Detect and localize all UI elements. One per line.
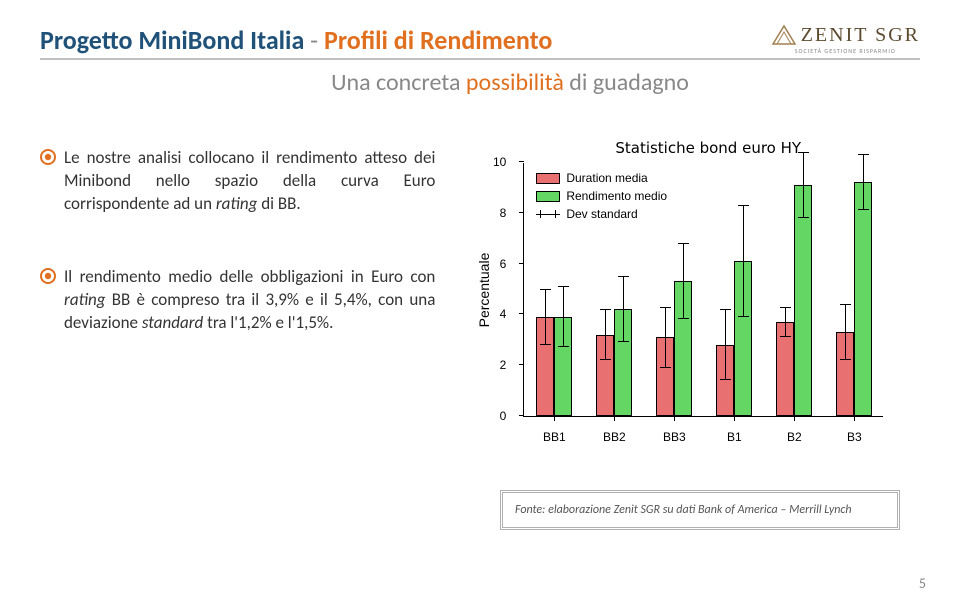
y-tick-label: 6 <box>500 257 507 271</box>
x-tick-label: BB1 <box>543 430 566 444</box>
page-number: 5 <box>919 575 926 592</box>
y-tick-mark <box>519 212 524 213</box>
legend-label: Rendimento medio <box>566 187 667 205</box>
bullet-item: Le nostre analisi collocano il rendiment… <box>40 147 435 216</box>
y-tick-mark <box>519 415 524 416</box>
y-tick-mark <box>519 313 524 314</box>
legend-swatch <box>536 173 560 184</box>
x-tick-label: B3 <box>847 430 862 444</box>
x-tick-mark <box>794 416 795 421</box>
x-tick-mark <box>614 416 615 421</box>
x-tick-label: B2 <box>787 430 802 444</box>
error-bar <box>785 307 786 337</box>
subtitle-highlight: possibilità <box>466 68 564 97</box>
x-tick-label: B1 <box>727 430 742 444</box>
error-bar <box>743 205 744 317</box>
y-tick-label: 4 <box>500 307 507 321</box>
bar <box>794 185 812 416</box>
bar <box>854 182 872 416</box>
error-bar <box>683 243 684 319</box>
error-bar <box>563 286 564 347</box>
legend-errorbar-icon <box>536 214 560 215</box>
error-bar <box>725 309 726 380</box>
subtitle-suffix: di guadagno <box>564 68 689 97</box>
logo-text: ZENIT SGR <box>801 24 920 46</box>
y-tick-label: 10 <box>493 155 506 169</box>
title-sub: Profili di Rendimento <box>324 24 552 56</box>
legend-label: Dev standard <box>566 205 637 223</box>
error-bar <box>803 152 804 218</box>
subtitle: Una concreta possibilità di guadagno <box>100 68 920 97</box>
legend-item: Duration media <box>536 169 667 187</box>
bullet-icon <box>40 268 56 289</box>
legend-item: Dev standard <box>536 205 667 223</box>
header: Progetto MiniBond Italia - Profili di Re… <box>40 24 920 60</box>
title-main: Progetto MiniBond Italia <box>40 24 304 56</box>
y-tick-mark <box>519 364 524 365</box>
chart-title: Statistiche bond euro HY <box>615 139 801 157</box>
error-bar <box>605 309 606 360</box>
legend-swatch <box>536 191 560 202</box>
logo-tagline: SOCIETÀ GESTIONE RISPARMIO <box>771 47 920 55</box>
bullet-item: Il rendimento medio delle obbligazioni i… <box>40 266 435 335</box>
legend-item: Rendimento medio <box>536 187 667 205</box>
x-tick-mark <box>734 416 735 421</box>
subtitle-prefix: Una concreta <box>331 68 466 97</box>
error-bar <box>545 289 546 345</box>
slide: Progetto MiniBond Italia - Profili di Re… <box>0 0 960 606</box>
y-axis-label: Percentuale <box>476 252 492 327</box>
slide-title: Progetto MiniBond Italia - Profili di Re… <box>40 24 552 56</box>
error-bar <box>665 307 666 368</box>
bullet-text: Il rendimento medio delle obbligazioni i… <box>64 266 435 335</box>
zenit-logo-icon <box>771 24 797 46</box>
error-bar <box>845 304 846 360</box>
y-tick-mark <box>519 161 524 162</box>
plot-area: Percentuale Duration mediaRendimento med… <box>523 163 883 417</box>
content-row: Le nostre analisi collocano il rendiment… <box>40 137 920 447</box>
x-tick-mark <box>854 416 855 421</box>
chart-legend: Duration mediaRendimento medioDev standa… <box>536 169 667 223</box>
chart-column: Statistiche bond euro HY Percentuale Dur… <box>465 137 920 447</box>
y-tick-mark <box>519 263 524 264</box>
text-column: Le nostre analisi collocano il rendiment… <box>40 137 435 447</box>
bullet-text: Le nostre analisi collocano il rendiment… <box>64 147 435 216</box>
legend-label: Duration media <box>566 169 647 187</box>
x-tick-label: BB2 <box>603 430 626 444</box>
y-tick-label: 2 <box>500 358 507 372</box>
source-citation: Fonte: elaborazione Zenit SGR su dati Ba… <box>500 490 900 530</box>
chart: Statistiche bond euro HY Percentuale Dur… <box>465 137 905 447</box>
logo: ZENIT SGR SOCIETÀ GESTIONE RISPARMIO <box>771 24 920 55</box>
bullet-icon <box>40 149 56 170</box>
y-tick-label: 0 <box>500 409 507 423</box>
y-tick-label: 8 <box>500 206 507 220</box>
x-tick-mark <box>554 416 555 421</box>
title-dash: - <box>304 24 324 56</box>
x-tick-mark <box>674 416 675 421</box>
error-bar <box>863 154 864 210</box>
error-bar <box>623 276 624 342</box>
x-tick-label: BB3 <box>663 430 686 444</box>
